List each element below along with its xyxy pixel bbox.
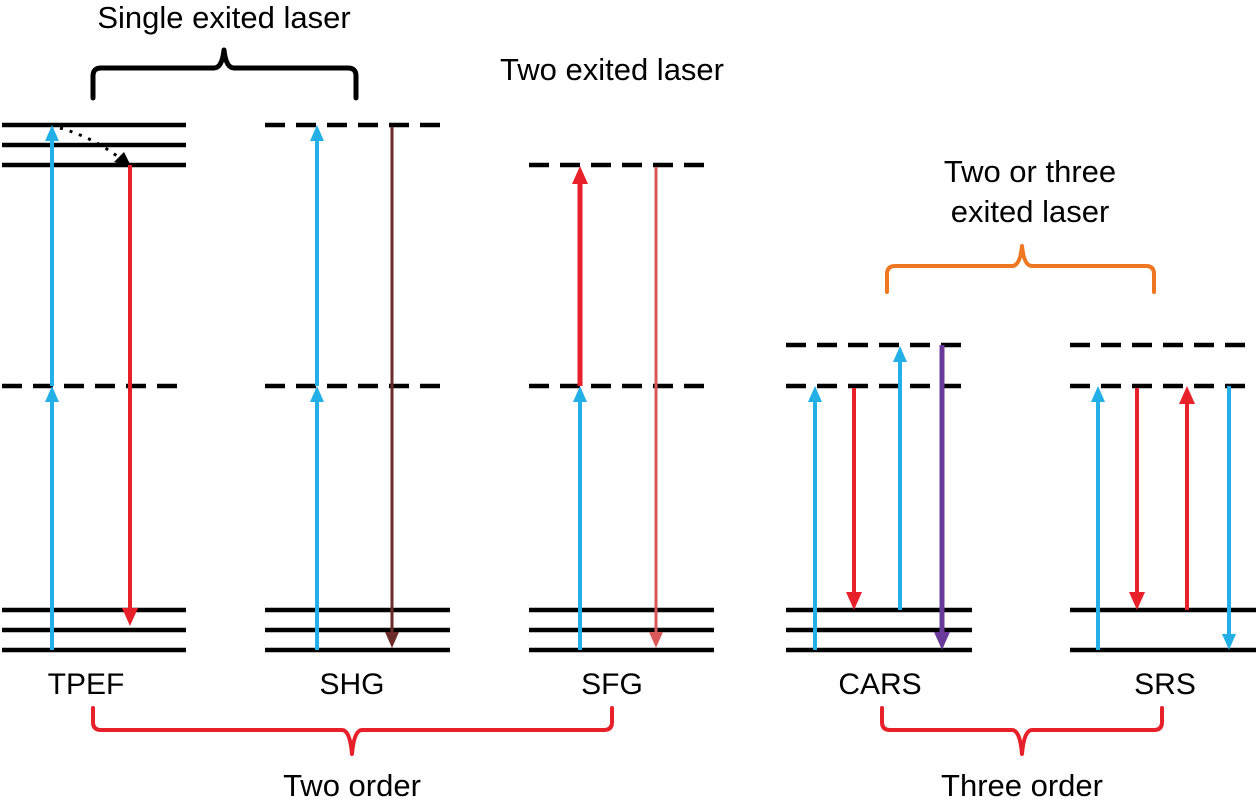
cars-arrows xyxy=(808,345,950,650)
sfg-signal-arrowhead xyxy=(649,632,663,648)
srs-pump-arrowhead xyxy=(1091,386,1105,402)
panel-label-tpef: TPEF xyxy=(48,668,125,701)
sfg-pump-arrowhead xyxy=(573,386,587,402)
tpef-pump-arrowhead-1 xyxy=(45,386,59,402)
bracket-three-order xyxy=(880,706,1164,756)
cars-stokes-arrowhead xyxy=(846,592,862,610)
tpef-emission-arrowhead xyxy=(122,608,138,626)
shg-pump-arrowhead-2 xyxy=(310,125,324,141)
sfg-arrows xyxy=(572,166,663,650)
srs-pump-loss-arrowhead xyxy=(1222,634,1236,650)
panel-label-sfg: SFG xyxy=(581,668,643,701)
footer-three-order: Three order xyxy=(941,768,1103,803)
panel-label-srs: SRS xyxy=(1134,668,1196,701)
bracket-single-exited-laser xyxy=(90,47,359,101)
srs-stokes-arrowhead xyxy=(1129,592,1145,610)
header-single-exited-laser: Single exited laser xyxy=(97,0,350,35)
panel-label-cars: CARS xyxy=(838,668,921,701)
shg-arrows xyxy=(310,125,399,650)
panel-label-shg: SHG xyxy=(319,668,384,701)
cars-pump-arrowhead xyxy=(808,386,822,402)
tpef-arrows xyxy=(45,125,138,650)
shg-pump-arrowhead-1 xyxy=(310,386,324,402)
bracket-two-order xyxy=(91,706,614,756)
bracket-two-or-three-exited-laser xyxy=(885,244,1156,294)
header-two-exited-laser: Two exited laser xyxy=(500,52,724,87)
shg-signal-arrowhead xyxy=(385,632,399,648)
header-two-or-three-line1: Two or three xyxy=(944,154,1116,189)
srs-arrows xyxy=(1091,386,1236,650)
header-two-or-three-line2: exited laser xyxy=(951,194,1110,229)
tpef-pump-arrowhead-2 xyxy=(45,125,59,141)
srs-stokes-gain-arrowhead xyxy=(1179,386,1195,404)
sfg-levels xyxy=(529,162,714,653)
sfg-second-pump-arrowhead xyxy=(572,166,588,184)
cars-probe-arrowhead xyxy=(893,346,907,362)
cars-anti-stokes-arrowhead xyxy=(934,632,950,650)
shg-levels xyxy=(265,122,450,653)
footer-two-order: Two order xyxy=(283,768,421,803)
tpef-levels xyxy=(2,122,186,653)
tpef-relaxation-arrowhead xyxy=(114,152,131,166)
srs-levels xyxy=(1070,342,1256,653)
